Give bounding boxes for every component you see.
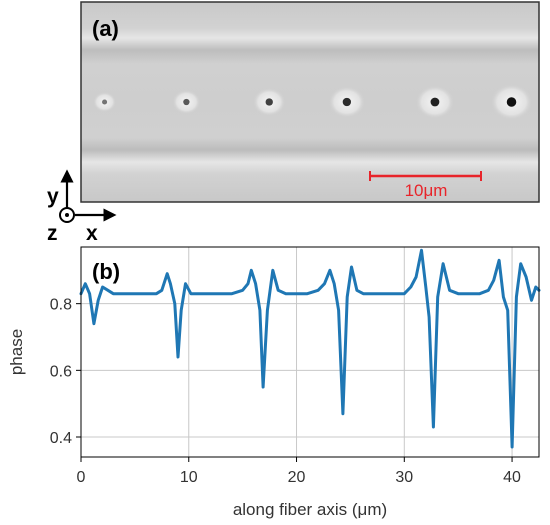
z-axis-dot <box>65 213 69 217</box>
x-tick-label: 0 <box>77 469 86 486</box>
axes-indicator: y z x <box>47 169 117 245</box>
panel-b: 0 10 20 30 40 0.4 0.6 0.8 (b) along fiber axis… <box>7 246 541 519</box>
x-tick-label: 20 <box>288 469 306 486</box>
x-ticks: 0 10 20 30 40 <box>77 457 521 486</box>
panel-b-label: (b) <box>92 259 120 284</box>
y-tick-label: 0.4 <box>50 430 72 447</box>
x-axis-label: along fiber axis (μm) <box>233 500 387 519</box>
z-axis-symbol <box>59 207 75 223</box>
defect-spot <box>506 97 517 107</box>
defect-spot <box>183 98 190 106</box>
x-axis-letter: x <box>86 222 98 245</box>
y-axis-label: phase <box>7 329 26 375</box>
defect-spot <box>430 97 440 107</box>
z-axis-letter: z <box>47 222 58 245</box>
y-tick-label: 0.8 <box>50 297 72 314</box>
phase-series-line <box>79 248 541 449</box>
y-tick-label: 0.6 <box>50 363 72 380</box>
y-ticks: 0.4 0.6 0.8 <box>50 297 81 447</box>
x-tick-label: 40 <box>503 469 521 486</box>
x-tick-label: 30 <box>395 469 413 486</box>
plot-frame <box>80 246 540 458</box>
micrograph <box>80 1 540 203</box>
defect-spot <box>342 97 352 107</box>
y-axis-letter: y <box>47 185 59 208</box>
scale-bar-label: 10μm <box>405 181 448 200</box>
defect-spots <box>93 83 533 121</box>
panel-a: (a) 10μm <box>80 1 540 203</box>
defect-spot <box>102 99 108 105</box>
panel-a-label: (a) <box>92 16 119 41</box>
defect-spot <box>265 98 273 106</box>
x-tick-label: 10 <box>180 469 198 486</box>
plot-area <box>81 247 539 457</box>
